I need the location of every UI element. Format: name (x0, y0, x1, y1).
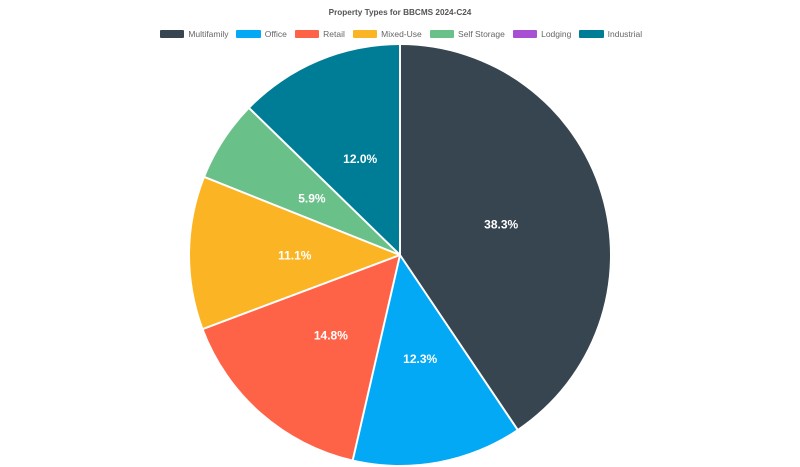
svg-text:5.9%: 5.9% (298, 192, 326, 206)
svg-text:38.3%: 38.3% (484, 217, 518, 231)
svg-text:12.3%: 12.3% (403, 352, 437, 366)
svg-text:12.0%: 12.0% (343, 152, 377, 166)
svg-text:14.8%: 14.8% (314, 328, 348, 342)
svg-text:11.1%: 11.1% (278, 248, 312, 262)
